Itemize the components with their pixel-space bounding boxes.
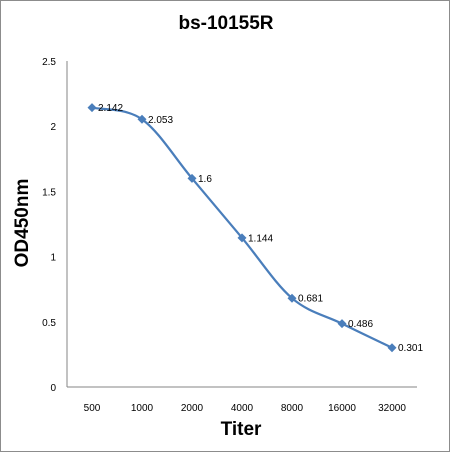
data-point-marker xyxy=(237,233,247,243)
x-tick-label: 500 xyxy=(84,403,101,414)
data-point-marker xyxy=(87,103,97,113)
data-label: 2.053 xyxy=(148,115,173,126)
data-markers xyxy=(87,103,397,353)
data-labels: 2.142 2.053 1.6 1.144 0.681 0.486 0.301 xyxy=(98,103,423,354)
y-tick-label: 0.5 xyxy=(42,318,56,329)
data-label: 1.144 xyxy=(248,233,273,244)
data-point-marker xyxy=(187,173,197,183)
x-tick-label: 2000 xyxy=(181,403,204,414)
data-label: 1.6 xyxy=(198,174,212,185)
y-tick-label: 0 xyxy=(50,383,56,394)
x-tick-label: 1000 xyxy=(131,403,154,414)
x-tick-label: 4000 xyxy=(231,403,254,414)
y-tick-label: 1.5 xyxy=(42,187,56,198)
y-tick-label: 1 xyxy=(50,253,56,264)
y-tick-label: 2.5 xyxy=(42,57,56,68)
data-point-marker xyxy=(287,293,297,303)
x-tick-label: 32000 xyxy=(378,403,406,414)
data-point-marker xyxy=(337,319,347,329)
series-line xyxy=(90,106,394,349)
y-axis-title: OD450nm xyxy=(12,179,33,268)
data-label: 0.301 xyxy=(398,343,423,354)
y-tick-label: 2 xyxy=(50,122,56,133)
data-label: 0.681 xyxy=(298,294,323,305)
x-tick-label: 16000 xyxy=(328,403,356,414)
y-axis-tick-labels: 0 0.5 1 1.5 2 2.5 xyxy=(42,57,56,394)
data-label: 2.142 xyxy=(98,103,123,114)
data-point-marker xyxy=(137,114,147,124)
x-tick-label: 8000 xyxy=(281,403,304,414)
x-axis-tick-labels: 500 1000 2000 4000 8000 16000 32000 xyxy=(84,403,407,414)
data-label: 0.486 xyxy=(348,319,373,330)
data-point-marker xyxy=(387,343,397,353)
chart-title: bs-10155R xyxy=(178,13,273,34)
x-axis-title: Titer xyxy=(221,419,262,440)
